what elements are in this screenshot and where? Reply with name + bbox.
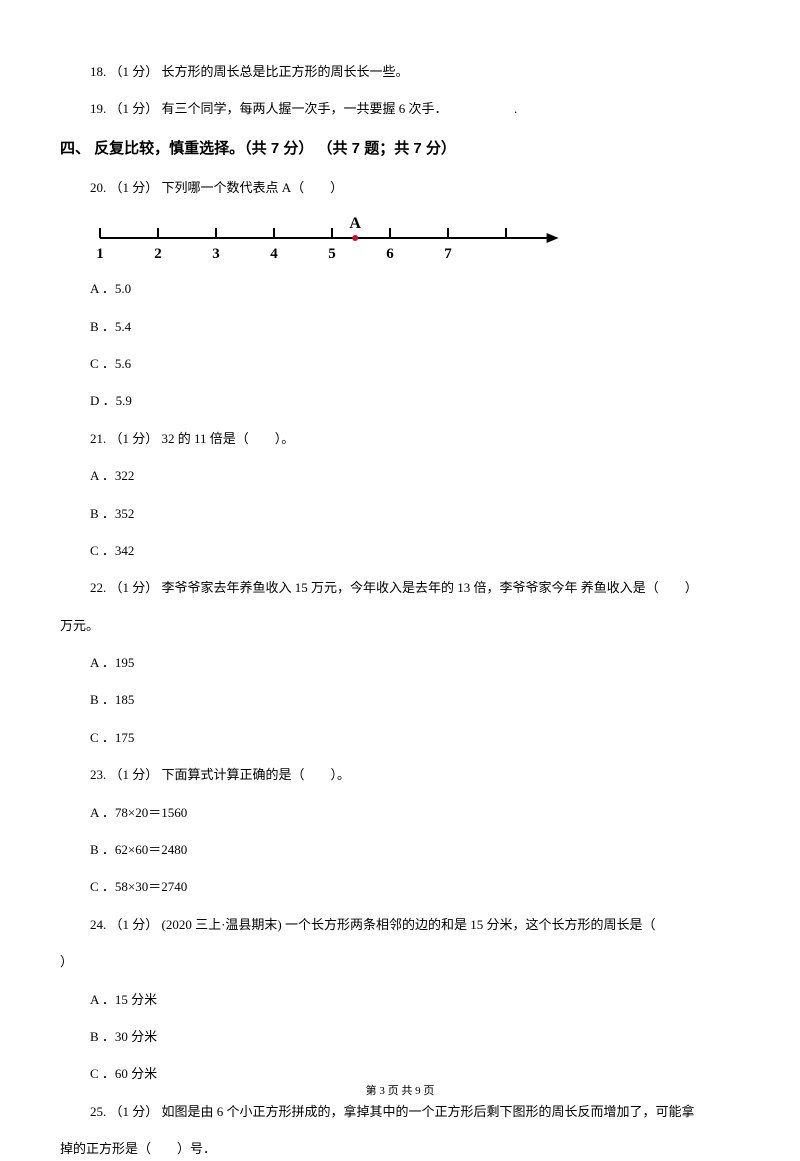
- question-20: 20. （1 分） 下列哪一个数代表点 A（ ）: [60, 176, 740, 199]
- q21-option-b: B ．352: [60, 502, 740, 525]
- svg-text:4: 4: [270, 246, 278, 262]
- q23-text: 下面算式计算正确的是（ ）。: [162, 767, 351, 782]
- q24-option-a: A ．15 分米: [60, 988, 740, 1011]
- q21-prefix: 21. （1 分）: [90, 431, 158, 446]
- section-4-header: 四、 反复比较，慎重选择。（共 7 分） （共 7 题；共 7 分）: [60, 135, 740, 162]
- svg-text:5: 5: [328, 246, 336, 262]
- q24-cont: ）: [60, 950, 740, 973]
- q23-option-a: A ．78×20＝1560: [60, 801, 740, 824]
- question-19: 19. （1 分） 有三个同学，每两人握一次手，一共要握 6 次手． .: [60, 97, 740, 120]
- page-footer: 第 3 页 共 9 页: [0, 1082, 800, 1102]
- q19-text2: .: [514, 101, 517, 116]
- footer-text: 第 3 页 共 9 页: [366, 1085, 435, 1097]
- q25-text: 25. （1 分） 如图是由 6 个小正方形拼成的，拿掉其中的一个正方形后剩下图…: [90, 1104, 695, 1119]
- q21-option-a: A ．322: [60, 464, 740, 487]
- q24-option-b: B ．30 分米: [60, 1025, 740, 1048]
- q23-prefix: 23. （1 分）: [90, 767, 158, 782]
- svg-text:3: 3: [212, 246, 220, 262]
- q22-prefix: 22. （1 分）: [90, 580, 158, 595]
- q22-option-c: C ．175: [60, 726, 740, 749]
- svg-text:6: 6: [386, 246, 394, 262]
- question-21: 21. （1 分） 32 的 11 倍是（ ）。: [60, 427, 740, 450]
- q24-text: 24. （1 分） (2020 三上·温县期末) 一个长方形两条相邻的边的和是 …: [90, 917, 682, 932]
- q22-text: 李爷爷家去年养鱼收入 15 万元，今年收入是去年的 13 倍，李爷爷家今年 养鱼…: [162, 580, 698, 595]
- q18-prefix: 18. （1 分）: [90, 64, 158, 79]
- section-4-title: 四、 反复比较，慎重选择。（共 7 分） （共 7 题；共 7 分）: [60, 140, 456, 157]
- q20-text: 下列哪一个数代表点 A（ ）: [162, 180, 344, 195]
- q20-option-b: B ．5.4: [60, 315, 740, 338]
- q20-option-d: D ．5.9: [60, 389, 740, 412]
- question-25: 25. （1 分） 如图是由 6 个小正方形拼成的，拿掉其中的一个正方形后剩下图…: [60, 1100, 740, 1123]
- svg-text:1: 1: [96, 246, 104, 262]
- q19-prefix: 19. （1 分）: [90, 101, 158, 116]
- q20-prefix: 20. （1 分）: [90, 180, 158, 195]
- question-22: 22. （1 分） 李爷爷家去年养鱼收入 15 万元，今年收入是去年的 13 倍…: [60, 576, 740, 599]
- question-24: 24. （1 分） (2020 三上·温县期末) 一个长方形两条相邻的边的和是 …: [60, 913, 740, 936]
- question-18: 18. （1 分） 长方形的周长总是比正方形的周长长一些。: [60, 60, 740, 83]
- svg-text:7: 7: [444, 246, 452, 262]
- q21-option-c: C ．342: [60, 539, 740, 562]
- number-line-figure: 1 2 3 4 5 6 7 A: [60, 213, 740, 263]
- q25-cont: 掉的正方形是（ ）号．: [60, 1137, 740, 1160]
- q23-option-b: B ．62×60＝2480: [60, 838, 740, 861]
- q22-option-b: B ．185: [60, 688, 740, 711]
- q22-cont: 万元。: [60, 614, 740, 637]
- q23-option-c: C ．58×30＝2740: [60, 875, 740, 898]
- q22-option-a: A ．195: [60, 651, 740, 674]
- svg-text:A: A: [349, 215, 361, 232]
- number-line-svg: 1 2 3 4 5 6 7 A: [90, 213, 570, 263]
- q20-option-c: C ．5.6: [60, 352, 740, 375]
- svg-text:2: 2: [154, 246, 162, 262]
- q18-text: 长方形的周长总是比正方形的周长长一些。: [162, 64, 409, 79]
- question-23: 23. （1 分） 下面算式计算正确的是（ ）。: [60, 763, 740, 786]
- q19-text1: 有三个同学，每两人握一次手，一共要握 6 次手．: [162, 101, 448, 116]
- q21-text: 32 的 11 倍是（ ）。: [162, 431, 295, 446]
- q20-option-a: A ．5.0: [60, 277, 740, 300]
